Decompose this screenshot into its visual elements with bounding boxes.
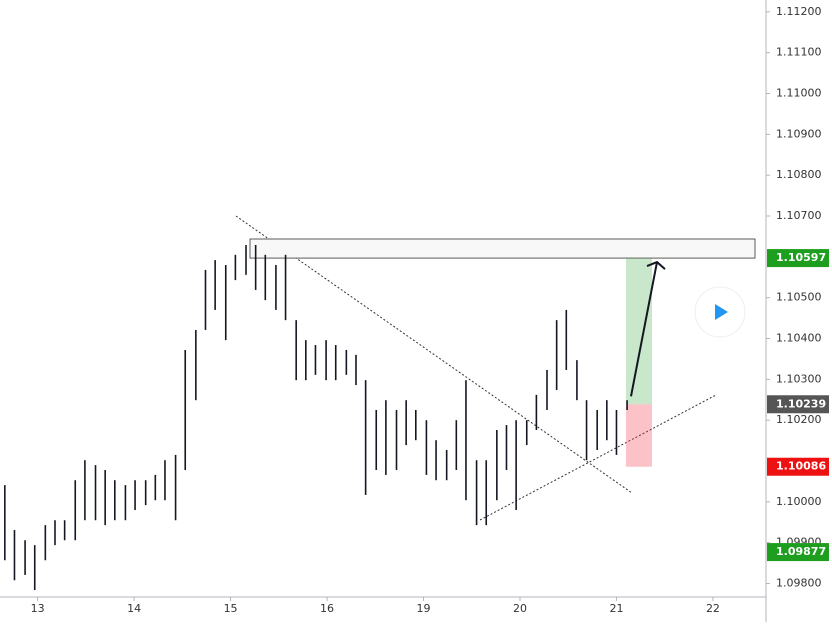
y-tick-label: 1.11100 — [776, 46, 822, 59]
x-tick-label: 21 — [609, 602, 623, 615]
y-tick-label: 1.10000 — [776, 495, 822, 508]
y-tick-label: 1.10400 — [776, 332, 822, 345]
x-tick-label: 13 — [31, 602, 45, 615]
y-tick-label: 1.11200 — [776, 5, 822, 18]
trend-line — [235, 215, 633, 494]
price-tag — [767, 543, 829, 562]
y-tick-label: 1.10300 — [776, 372, 822, 385]
price-tag — [767, 395, 829, 414]
y-tick-label: 1.10900 — [776, 127, 822, 140]
arrow — [630, 261, 658, 397]
x-tick-label: 16 — [320, 602, 334, 615]
price-tag-label: 1.10597 — [776, 251, 826, 264]
x-tick-label: 22 — [706, 602, 720, 615]
x-tick-label: 15 — [224, 602, 238, 615]
resistance-zone — [249, 238, 756, 259]
drawings — [235, 215, 756, 521]
trend-line — [479, 394, 717, 521]
price-tag-label: 1.09877 — [776, 545, 826, 558]
y-tick-label: 1.09800 — [776, 577, 822, 590]
arrow-head — [646, 260, 666, 270]
play-icon[interactable] — [715, 304, 728, 320]
x-tick-label: 14 — [127, 602, 141, 615]
y-tick-label: 1.10200 — [776, 413, 822, 426]
price-tag-label: 1.10239 — [776, 397, 826, 410]
target-zone — [626, 258, 652, 405]
y-tick-label: 1.10500 — [776, 291, 822, 304]
y-tick-label: 1.11000 — [776, 87, 822, 100]
y-tick-label: 1.10700 — [776, 209, 822, 222]
stop-zone — [626, 404, 652, 467]
y-tick-label: 1.10800 — [776, 168, 822, 181]
price-tag — [767, 457, 829, 476]
price-tag — [767, 249, 829, 268]
x-tick-label: 19 — [417, 602, 431, 615]
x-tick-label: 20 — [513, 602, 527, 615]
play-button[interactable] — [694, 286, 746, 338]
price-tag-label: 1.10086 — [776, 460, 826, 473]
